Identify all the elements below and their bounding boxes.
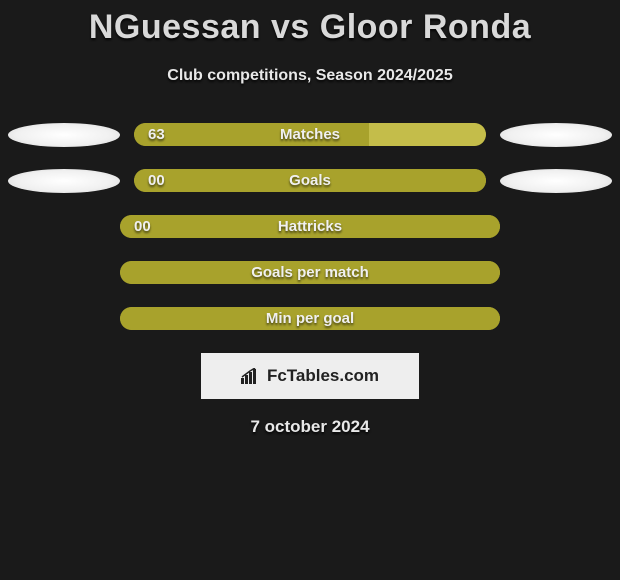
stat-bar: 00Hattricks: [120, 215, 500, 238]
attribution-text: FcTables.com: [267, 366, 379, 386]
player-oval-right: [500, 123, 612, 147]
stat-row: 63Matches: [8, 123, 612, 146]
stat-bar: Goals per match: [120, 261, 500, 284]
player-oval-right: [500, 169, 612, 193]
date-text: 7 october 2024: [0, 417, 620, 437]
player-oval-left: [8, 169, 120, 193]
stat-bar: 00Goals: [134, 169, 486, 192]
attribution-badge: FcTables.com: [201, 353, 419, 399]
comparison-subtitle: Club competitions, Season 2024/2025: [0, 67, 620, 85]
stat-row: Goals per match: [8, 261, 612, 284]
stat-label: Hattricks: [120, 215, 500, 238]
stat-label: Matches: [134, 123, 486, 146]
comparison-title: NGuessan vs Gloor Ronda: [0, 0, 620, 47]
stat-label: Goals per match: [120, 261, 500, 284]
stats-container: 63Matches 00Goals 00Hattricks Goals per mat…: [0, 123, 620, 330]
chart-icon: [241, 368, 261, 384]
stat-label: Min per goal: [120, 307, 500, 330]
player-oval-left: [8, 123, 120, 147]
stat-row: 00Goals: [8, 169, 612, 192]
stat-bar: Min per goal: [120, 307, 500, 330]
stat-row: 00Hattricks: [8, 215, 612, 238]
stat-label: Goals: [134, 169, 486, 192]
stat-bar: 63Matches: [134, 123, 486, 146]
stat-row: Min per goal: [8, 307, 612, 330]
